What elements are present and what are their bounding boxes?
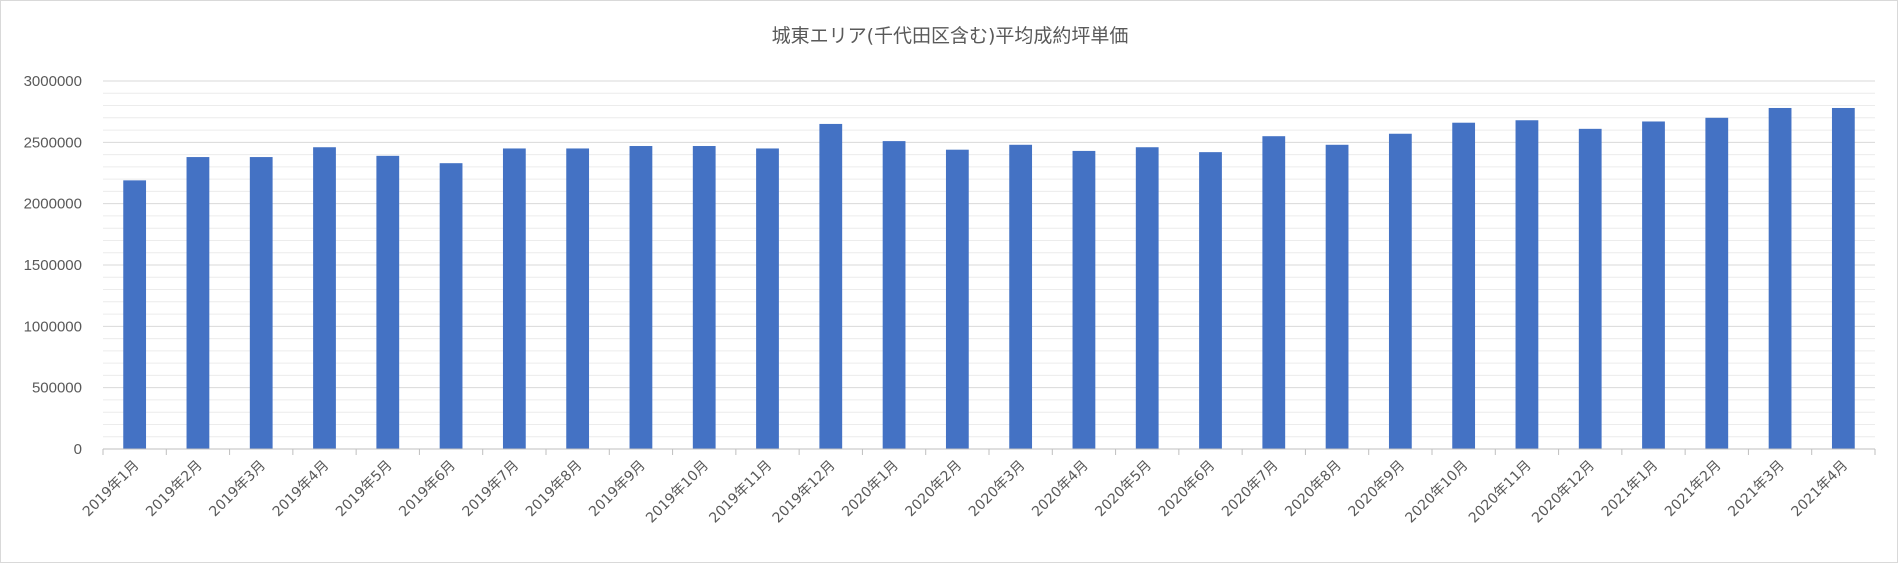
bar [945,149,969,449]
x-tick-label: 2019年12月 [770,458,839,527]
x-tick-label: 2019年6月 [396,458,459,521]
x-tick-label: 2020年3月 [966,458,1029,521]
x-axis-tick-labels: 2019年1月 2019年2月 2019年3月 2019年4月 2019年5月 2019年… [80,458,1851,527]
x-axis [102,448,1876,455]
bar [1072,150,1096,450]
chart-title: 城東エリア(千代田区含む)平均成約坪単価 [772,25,1129,47]
bar [123,180,147,450]
bar [1262,136,1286,449]
bar [819,123,843,449]
bar [502,148,526,449]
x-tick-label: 2019年4月 [270,458,333,521]
x-tick-label: 2020年11月 [1466,458,1535,527]
bar [1578,128,1602,449]
y-tick-label: 500000 [32,380,82,397]
y-tick-label: 0 [74,441,82,458]
x-tick-label: 2021年2月 [1662,458,1725,521]
bar [439,163,463,450]
x-tick-label: 2021年3月 [1725,458,1788,521]
bar [1452,122,1476,449]
bar [1515,120,1539,450]
bar [1009,144,1033,449]
bar [566,148,590,449]
x-tick-label: 2020年6月 [1156,458,1219,521]
x-tick-label: 2020年1月 [839,458,902,521]
x-tick-label: 2020年5月 [1092,458,1155,521]
x-tick-label: 2021年4月 [1789,458,1852,521]
bar [1325,144,1349,449]
x-tick-label: 2020年10月 [1403,458,1472,527]
bar [1705,117,1729,450]
x-tick-label: 2019年5月 [333,458,396,521]
bar [186,157,210,449]
bar [756,148,779,449]
x-tick-label: 2019年9月 [586,458,649,521]
x-tick-label: 2020年7月 [1219,458,1282,521]
x-tick-label: 2019年1月 [80,458,143,521]
bar [1388,133,1412,449]
y-tick-label: 3000000 [24,73,82,90]
x-tick-label: 2019年10月 [643,458,712,527]
x-tick-label: 2019年7月 [460,458,523,521]
x-tick-label: 2019年8月 [523,458,586,521]
x-tick-label: 2019年2月 [143,458,206,521]
bar [1135,147,1159,450]
bar [249,157,273,449]
bar [313,147,336,450]
bar [1199,152,1222,449]
bar [376,155,400,449]
bar [1642,121,1665,449]
bar [882,141,906,449]
bar [1768,107,1792,449]
x-tick-label: 2020年12月 [1529,458,1598,527]
x-tick-label: 2020年4月 [1029,458,1092,521]
x-tick-label: 2020年8月 [1282,458,1345,521]
bar [1831,107,1855,449]
major-gridlines [103,80,1875,389]
bar-series [123,107,1855,450]
y-axis-tick-labels: 0 500000 1000000 1500000 2000000 2500000 30000… [24,73,82,458]
y-tick-label: 2000000 [24,196,82,213]
x-tick-label: 2019年3月 [206,458,269,521]
y-tick-label: 1500000 [24,257,82,274]
x-tick-label: 2020年9月 [1346,458,1409,521]
y-tick-label: 1000000 [24,318,82,335]
x-tick-label: 2021年1月 [1599,458,1662,521]
bar [692,146,716,449]
x-tick-label: 2019年11月 [706,458,775,527]
y-tick-label: 2500000 [24,134,82,151]
bar [629,146,653,449]
x-tick-label: 2020年2月 [903,458,966,521]
